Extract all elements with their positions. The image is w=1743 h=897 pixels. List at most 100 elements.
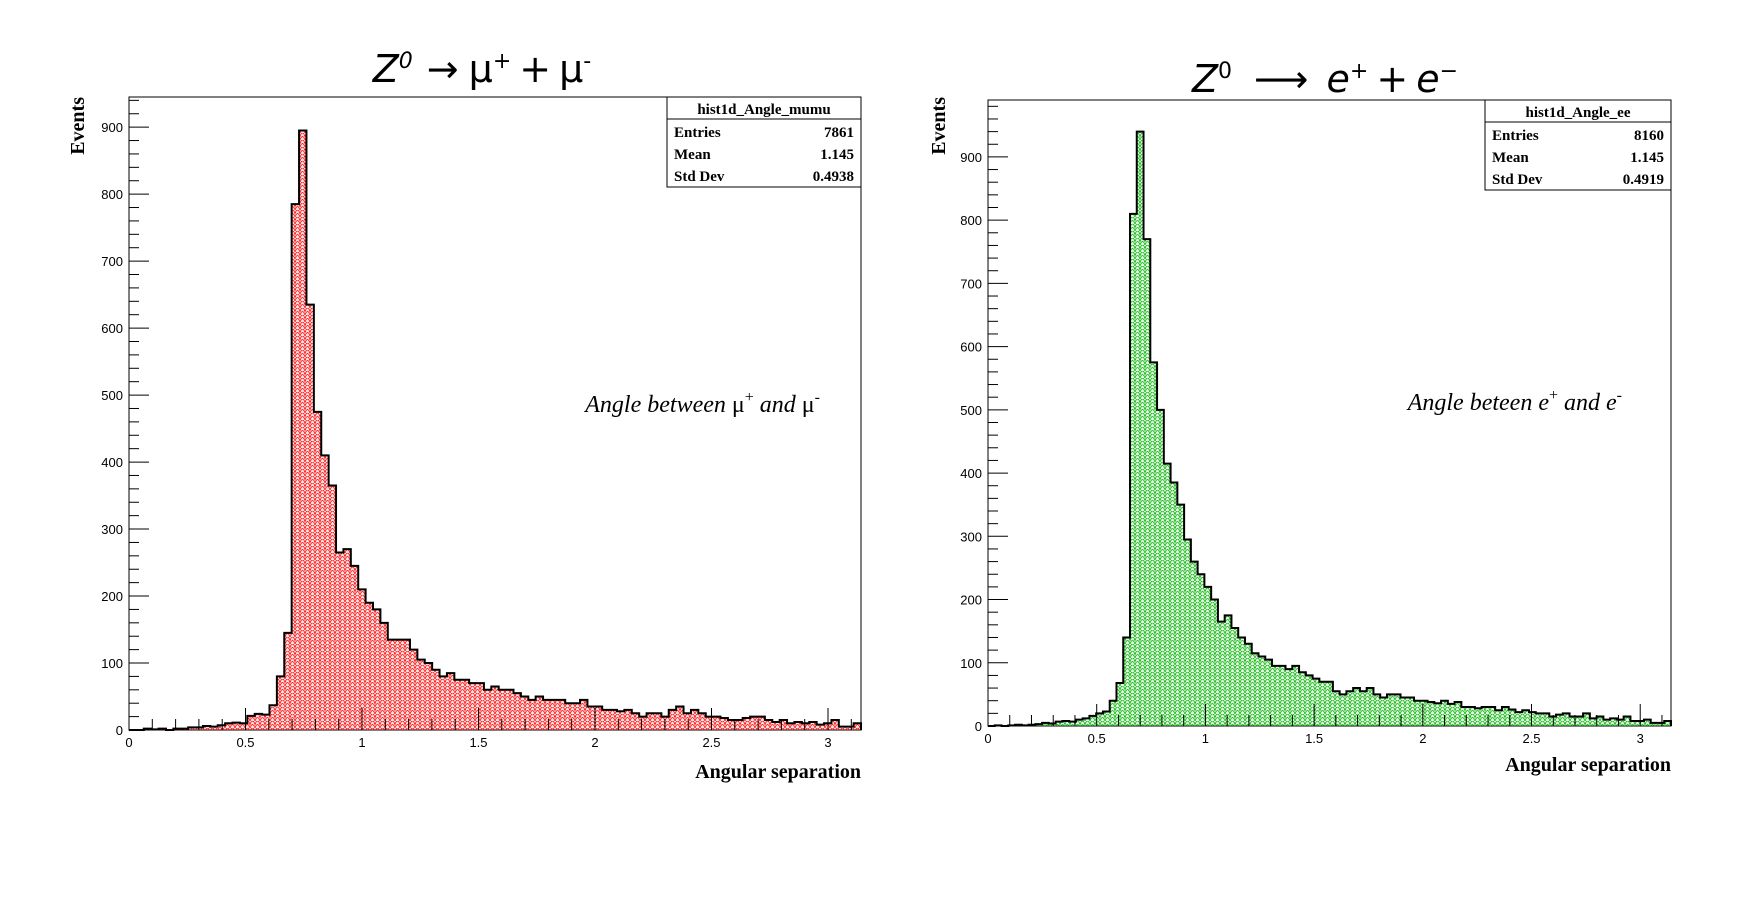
histogram-bar-hatch xyxy=(720,717,728,730)
histogram-bar-hatch xyxy=(328,485,337,730)
histogram-bar-hatch xyxy=(476,683,484,730)
histogram-bar-hatch xyxy=(1515,712,1523,726)
histogram-bar-hatch xyxy=(432,669,440,730)
histogram-bar-hatch xyxy=(469,683,477,730)
stats-label-mean: Mean xyxy=(674,147,711,163)
histogram-bar-hatch xyxy=(557,699,566,730)
stats-label-stddev: Std Dev xyxy=(1492,172,1543,188)
histogram-bar-hatch xyxy=(831,719,839,730)
stats-box: hist1d_Angle_mumu Entries 7861 Mean 1.14… xyxy=(666,96,862,188)
stats-label-stddev: Std Dev xyxy=(674,169,725,185)
histogram-bar-hatch xyxy=(1556,714,1563,726)
y-tick-label: 700 xyxy=(101,254,123,269)
histogram-bar-hatch xyxy=(1244,643,1252,726)
plot-frame xyxy=(128,96,862,731)
histogram-bar-hatch xyxy=(787,723,795,730)
stats-box: hist1d_Angle_ee Entries 8160 Mean 1.145 … xyxy=(1484,99,1672,191)
histogram-bar-hatch xyxy=(313,411,322,730)
x-tick-label: 2 xyxy=(1419,731,1426,746)
histogram-bar-hatch xyxy=(1542,713,1550,726)
x-axis-title: Angular separation xyxy=(695,761,861,783)
y-tick-label: 800 xyxy=(101,187,123,202)
histogram-bar-hatch xyxy=(1204,586,1212,726)
stats-box-frame xyxy=(1484,99,1672,191)
histogram-bar-hatch xyxy=(735,719,743,730)
histogram-bar-hatch xyxy=(1123,637,1131,726)
histogram-bar-hatch xyxy=(757,716,765,730)
histogram-bar-hatch xyxy=(1420,700,1428,726)
x-tick-label: 2.5 xyxy=(702,735,720,750)
histogram-bar-hatch xyxy=(210,726,218,730)
histogram-bar-hatch xyxy=(380,622,388,730)
histogram-bar-hatch xyxy=(1366,688,1374,726)
histogram-outline xyxy=(988,130,1672,727)
histogram-bar-hatch xyxy=(232,722,240,730)
histogram-bar-hatch xyxy=(1359,691,1367,726)
histogram-bar-hatch xyxy=(520,696,529,730)
histogram-bar-hatch xyxy=(1130,213,1137,726)
histogram-bar-hatch xyxy=(1535,713,1543,726)
histogram-bar-hatch xyxy=(1143,239,1151,726)
histogram-bar-hatch xyxy=(1501,707,1509,726)
histogram-bar-hatch xyxy=(1170,482,1178,726)
stats-value-entries: 8160 xyxy=(1634,128,1664,144)
histogram-bar-hatch xyxy=(1312,678,1320,726)
y-tick-label: 200 xyxy=(960,593,982,608)
y-tick-label: 700 xyxy=(960,276,982,291)
histogram-bar-hatch xyxy=(1353,688,1360,726)
histogram-bar-hatch xyxy=(395,639,403,730)
y-axis-title: Events xyxy=(928,97,950,155)
histogram-bar-hatch xyxy=(631,713,640,730)
histogram-bar-hatch xyxy=(350,565,359,730)
stats-value-mean: 1.145 xyxy=(820,147,854,163)
histogram-bar-hatch xyxy=(1562,713,1570,726)
histogram-bar-hatch xyxy=(1583,713,1590,726)
histogram-bar-hatch xyxy=(1042,722,1049,726)
stats-title: hist1d_Angle_ee xyxy=(1526,105,1631,121)
histogram-bar-hatch xyxy=(801,723,810,730)
histogram-bars xyxy=(129,129,862,731)
histogram-bar-hatch xyxy=(594,706,603,730)
histogram-bar-hatch xyxy=(1393,694,1401,726)
histogram-bar-hatch xyxy=(639,716,647,730)
histogram-bar-hatch xyxy=(188,727,196,730)
histogram-bar-hatch xyxy=(1603,719,1611,726)
stats-label-mean: Mean xyxy=(1492,150,1529,166)
histogram-bar-hatch xyxy=(291,204,300,730)
histogram-bar-hatch xyxy=(446,673,455,730)
histogram-bar-hatch xyxy=(1319,681,1327,726)
histogram-bar-hatch xyxy=(402,639,410,730)
histogram-bar-hatch xyxy=(1616,719,1624,726)
y-tick-label: 400 xyxy=(960,466,982,481)
histogram-bar-hatch xyxy=(498,689,507,730)
x-tick-label: 3 xyxy=(824,735,831,750)
histogram-bar-hatch xyxy=(1623,716,1631,726)
histogram-bar-hatch xyxy=(705,716,714,730)
histogram-bar-hatch xyxy=(1075,719,1083,726)
histogram-bar-hatch xyxy=(1434,703,1442,726)
histogram-bar-hatch xyxy=(1102,711,1110,726)
histogram-bar-hatch xyxy=(454,679,462,730)
histogram-bar-hatch xyxy=(646,713,654,730)
histogram-bar-hatch xyxy=(1224,615,1232,726)
histogram-bar-hatch xyxy=(690,709,699,730)
histogram-bar-hatch xyxy=(1055,721,1063,726)
histogram-bar-hatch xyxy=(1163,463,1171,726)
histogram-bar-hatch xyxy=(683,713,691,730)
histogram-bar-hatch xyxy=(247,715,255,730)
histogram-bar-hatch xyxy=(668,709,677,730)
histogram-bar-hatch xyxy=(1474,708,1482,726)
x-tick-label: 2.5 xyxy=(1522,731,1540,746)
histogram-bar-hatch xyxy=(417,659,425,730)
histogram-bar-hatch xyxy=(779,719,788,730)
y-tick-label: 0 xyxy=(975,719,982,734)
histogram-bar-hatch xyxy=(513,693,521,730)
y-tick-label: 200 xyxy=(101,589,123,604)
stats-label-entries: Entries xyxy=(1492,128,1539,144)
histogram-panel-mumu: Z0 → μ+ + μ- 0 0.5 1 1.5 2 2.5 3 0 100 200 300 400 500 6… xyxy=(67,47,862,783)
histogram-bar-hatch xyxy=(1346,691,1354,726)
histogram-bar-hatch xyxy=(528,699,536,730)
histogram-bar-hatch xyxy=(1116,683,1124,726)
histogram-bar-hatch xyxy=(483,689,492,730)
histogram-bar-hatch xyxy=(1380,697,1387,726)
